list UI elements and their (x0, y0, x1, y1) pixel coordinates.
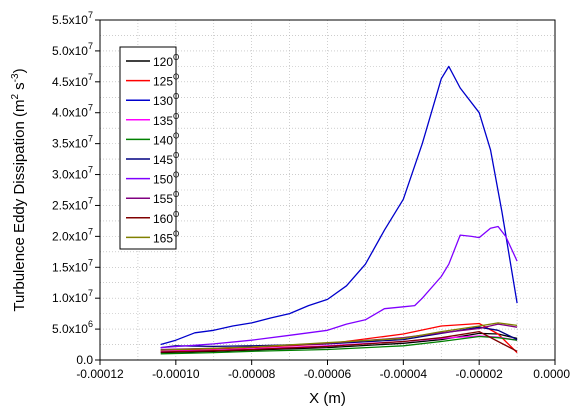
legend-label-120: 120O (153, 53, 179, 69)
y-axis-title: Turbulence Eddy Dissipation (m2 s-3) (10, 68, 28, 311)
series-line-165 (160, 322, 518, 351)
y-tick-label: 3.5x107 (52, 134, 93, 151)
y-tick-label: 0.0 (76, 353, 93, 367)
y-tick-label: 5.5x107 (52, 10, 93, 27)
legend: 120O 125O 130O 135O 140O 145O 150O 155O 160O 165O (119, 46, 179, 250)
legend-label-130: 130O (153, 92, 179, 108)
y-tick-label: 4.5x107 (52, 72, 93, 89)
y-tick-label: 5.0x107 (52, 41, 93, 58)
y-tick-label: 5.0x106 (52, 319, 93, 336)
x-tick-label: -0.00006 (304, 367, 352, 381)
series-line-150 (160, 225, 518, 349)
series-line-130 (160, 65, 518, 346)
x-tick-label: -0.00012 (76, 367, 124, 381)
legend-label-125: 125O (153, 73, 179, 89)
legend-label-160: 160O (153, 210, 179, 226)
y-axis: 0.0 5.0x106 1.0x107 1.5x107 2.0x107 2.5x107 3.… (52, 10, 100, 367)
x-axis: -0.00012 -0.00010 -0.00008 -0.00006 -0.00004… (76, 360, 570, 381)
legend-label-165: 165O (153, 229, 179, 245)
y-tick-label: 3.0x107 (52, 165, 93, 182)
y-tick-label: 1.5x107 (52, 257, 93, 274)
legend-label-150: 150O (153, 171, 179, 187)
x-tick-label: -0.00002 (455, 367, 503, 381)
y-tick-label: 2.5x107 (52, 195, 93, 212)
series-line-140 (160, 335, 518, 355)
y-tick-label: 2.0x107 (52, 226, 93, 243)
x-tick-label: -0.00008 (228, 367, 276, 381)
series-layer (160, 65, 518, 355)
y-tick-label: 4.0x107 (52, 103, 93, 120)
series-line-160 (160, 330, 518, 353)
series-line-145 (160, 326, 518, 349)
legend-label-155: 155O (153, 190, 179, 206)
legend-label-145: 145O (153, 151, 179, 167)
x-tick-label: -0.00010 (152, 367, 200, 381)
x-tick-label: -0.00004 (380, 367, 428, 381)
legend-label-140: 140O (153, 131, 179, 147)
legend-label-135: 135O (153, 112, 179, 128)
x-axis-title: X (m) (309, 390, 346, 407)
y-tick-label: 1.0x107 (52, 288, 93, 305)
